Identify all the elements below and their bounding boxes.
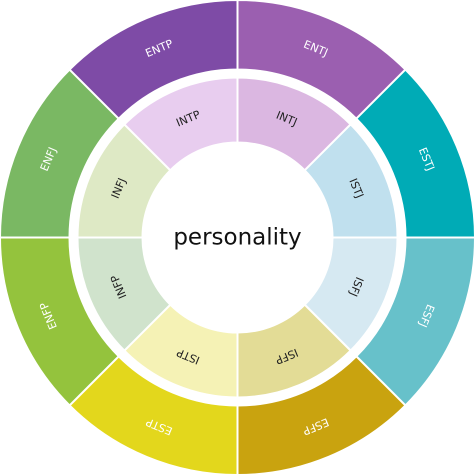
segment xyxy=(236,354,407,475)
segment xyxy=(68,0,239,121)
segment xyxy=(354,68,475,239)
segment xyxy=(0,236,121,407)
center-circle xyxy=(142,142,333,333)
segment xyxy=(122,76,239,172)
center-label: personality xyxy=(173,225,301,251)
